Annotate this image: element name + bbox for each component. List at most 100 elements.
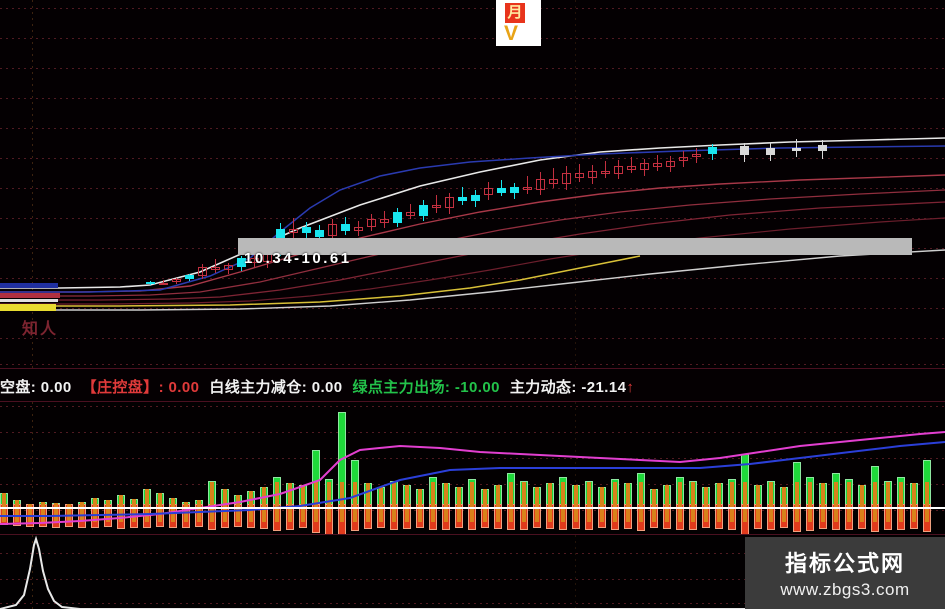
candle-wick: [592, 164, 593, 185]
candlestick[interactable]: [678, 151, 688, 168]
volume-bar-core: [15, 499, 19, 522]
candle-wick: [293, 218, 294, 238]
volume-bar-core: [262, 487, 266, 522]
candle-body: [522, 186, 532, 191]
volume-bar-core: [782, 487, 786, 522]
candle-wick: [462, 186, 463, 205]
indicator-info-bar[interactable]: 空盘: 0.00 【庄控盘】: 0.00 白线主力减仓: 0.00 绿点主力出场: -…: [0, 370, 945, 402]
candlestick[interactable]: [392, 208, 402, 227]
candlestick[interactable]: [548, 168, 558, 188]
candle-body: [574, 173, 584, 179]
volume-bar-core: [249, 491, 253, 522]
candle-body: [613, 165, 623, 175]
info-item-zhuangkongpan[interactable]: 【庄控盘】: 0.00: [82, 376, 200, 397]
info-item-zhuli[interactable]: 主力动态: -21.14↑: [510, 376, 634, 397]
candle-body: [327, 224, 337, 237]
candlestick[interactable]: [665, 156, 675, 172]
info-item-kongpan[interactable]: 空盘: 0.00: [0, 376, 72, 397]
candlestick[interactable]: [158, 279, 168, 285]
candle-body: [600, 170, 610, 175]
volume-bar-core: [834, 482, 838, 522]
volume-indicator-lines: [0, 431, 945, 525]
candlestick[interactable]: [197, 264, 207, 279]
candlestick[interactable]: [574, 163, 584, 182]
price-chart-panel[interactable]: 10.34-10.61 知人: [0, 0, 945, 370]
volume-bar-core: [67, 503, 71, 522]
info-item-lvdian[interactable]: 绿点主力出场: -10.00: [353, 376, 500, 397]
candlestick[interactable]: [639, 158, 649, 176]
candle-body: [444, 197, 454, 209]
candle-body: [707, 146, 717, 154]
candlestick[interactable]: [600, 161, 610, 179]
candlestick[interactable]: [496, 180, 506, 197]
candlestick[interactable]: [145, 281, 155, 285]
candlestick[interactable]: [707, 144, 717, 160]
candle-wick: [644, 158, 645, 176]
legend-swatch-blue: [0, 283, 58, 288]
volume-bar-core: [483, 489, 487, 522]
candle-body: [314, 230, 324, 238]
candle-wick: [696, 147, 697, 164]
candle-wick: [605, 161, 606, 179]
candle-body: [197, 266, 207, 277]
volume-bar-core: [470, 482, 474, 522]
candlestick[interactable]: [587, 164, 597, 185]
candlestick[interactable]: [327, 219, 337, 242]
candlestick[interactable]: [236, 255, 246, 272]
info-item-baixian[interactable]: 白线主力减仓: 0.00: [209, 376, 342, 397]
candlestick[interactable]: [249, 247, 259, 267]
candlestick[interactable]: [509, 182, 519, 199]
candlestick[interactable]: [561, 165, 571, 191]
candlestick[interactable]: [457, 186, 467, 205]
candlestick[interactable]: [301, 221, 311, 240]
candlestick[interactable]: [652, 155, 662, 171]
candlestick[interactable]: [535, 171, 545, 196]
candlestick[interactable]: [340, 216, 350, 236]
candlestick[interactable]: [483, 181, 493, 200]
candle-body: [535, 179, 545, 191]
info-value-lvdian: -10.00: [454, 378, 500, 396]
candle-wick: [579, 163, 580, 182]
candlestick[interactable]: [288, 218, 298, 238]
price-range-label: 10.34-10.61: [244, 250, 352, 267]
candle-body: [431, 204, 441, 209]
volume-bar-core: [132, 498, 136, 522]
candlestick[interactable]: [613, 159, 623, 180]
candlestick[interactable]: [366, 214, 376, 232]
candlestick[interactable]: [223, 262, 233, 274]
candlestick[interactable]: [470, 190, 480, 208]
candlestick[interactable]: [353, 220, 363, 237]
candlestick[interactable]: [210, 259, 220, 273]
candle-body: [353, 226, 363, 232]
candlestick[interactable]: [817, 140, 827, 159]
candlestick[interactable]: [184, 273, 194, 282]
candlestick[interactable]: [626, 157, 636, 174]
candlestick[interactable]: [405, 203, 415, 220]
candlestick[interactable]: [691, 147, 701, 164]
candlestick[interactable]: [765, 141, 775, 162]
candle-body: [791, 147, 801, 152]
candle-wick: [436, 195, 437, 214]
candlestick[interactable]: [431, 195, 441, 214]
volume-bar-core: [28, 503, 32, 522]
candlestick[interactable]: [739, 142, 749, 163]
volume-chart-panel[interactable]: [0, 402, 945, 535]
candlestick[interactable]: [171, 277, 181, 284]
volume-bar-core: [756, 485, 760, 522]
logo-char: 月: [505, 3, 525, 23]
candlestick[interactable]: [418, 199, 428, 221]
candlestick[interactable]: [314, 225, 324, 243]
candlestick[interactable]: [522, 175, 532, 194]
candle-body: [223, 265, 233, 271]
candle-body: [340, 224, 350, 232]
candle-wick: [358, 220, 359, 237]
candlestick[interactable]: [791, 139, 801, 158]
candlestick[interactable]: [379, 210, 389, 228]
candlestick[interactable]: [444, 192, 454, 215]
volume-bar-core: [613, 482, 617, 522]
candle-wick: [566, 165, 567, 191]
volume-bar-core: [795, 482, 799, 522]
info-value-zhuangkongpan: 0.00: [168, 378, 200, 396]
volume-bar-core: [405, 485, 409, 522]
candle-body: [210, 266, 220, 271]
